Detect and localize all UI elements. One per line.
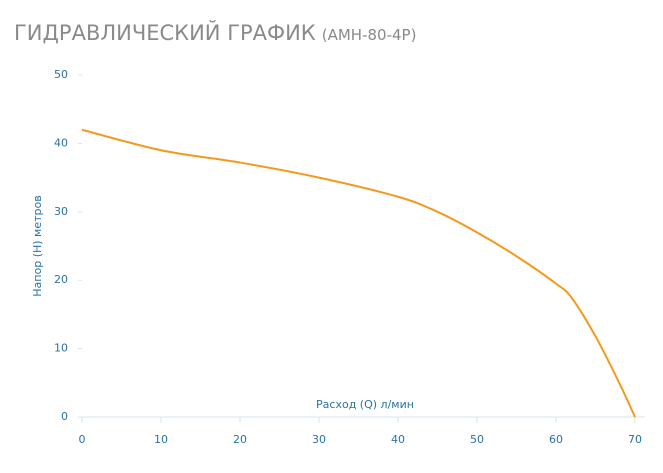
- y-axis-label: Напор (Н) метров: [31, 195, 44, 296]
- y-tick-label: 40: [54, 136, 68, 149]
- y-tick-label: 20: [54, 273, 68, 286]
- chart-subtitle: (АМН-80-4Р): [322, 26, 417, 44]
- x-tick-label: 30: [312, 433, 326, 446]
- chart-title: ГИДРАВЛИЧЕСКИЙ ГРАФИК: [14, 20, 316, 45]
- line-series: [81, 128, 636, 418]
- x-tick-label: 40: [391, 433, 405, 446]
- x-tick-label: 70: [628, 433, 642, 446]
- y-tick-label: 0: [61, 410, 68, 423]
- x-tick-label: 60: [549, 433, 563, 446]
- x-tick-label: 10: [154, 433, 168, 446]
- y-tick-label: 50: [54, 68, 68, 81]
- x-tick-label: 0: [79, 433, 86, 446]
- x-axis-label: Расход (Q) л/мин: [316, 398, 414, 411]
- y-tick-label: 10: [54, 342, 68, 355]
- y-tick-label: 30: [54, 205, 68, 218]
- x-tick-label: 20: [233, 433, 247, 446]
- x-tick-label: 50: [470, 433, 484, 446]
